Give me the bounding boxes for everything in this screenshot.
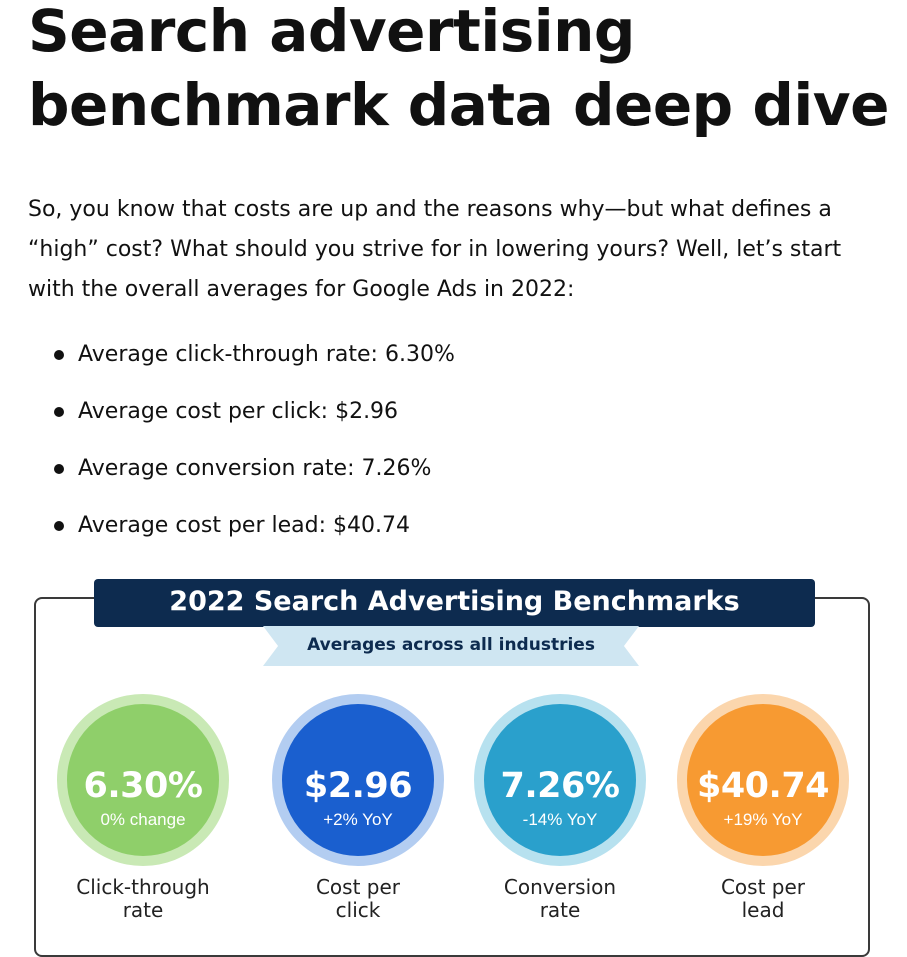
stat-label-line1: Conversion bbox=[503, 875, 617, 899]
list-item-text: Average cost per click: $2.96 bbox=[78, 399, 399, 424]
article-title: Search advertising benchmark data deep d… bbox=[28, 0, 889, 142]
infographic-title: 2022 Search Advertising Benchmarks bbox=[94, 579, 815, 627]
stat-change: 0% change bbox=[100, 810, 186, 829]
article-title-line1: Search advertising bbox=[28, 0, 635, 65]
stat-value: 7.26% bbox=[500, 766, 620, 806]
list-item-text: Average click-through rate: 6.30% bbox=[78, 342, 455, 367]
stat-label-line1: Cost per bbox=[720, 875, 806, 899]
stat-label-cvr: Conversion rate bbox=[450, 876, 670, 922]
stat-circle-cvr: 7.26% -14% YoY bbox=[474, 694, 646, 866]
list-item: Average cost per lead: $40.74 bbox=[28, 504, 455, 561]
stat-label-line2: rate bbox=[539, 898, 581, 922]
bullet-dot-icon bbox=[54, 407, 64, 417]
stat-value: $40.74 bbox=[696, 766, 830, 806]
stat-label-cpl: Cost per lead bbox=[653, 876, 873, 922]
stat-label-ctr: Click-through rate bbox=[33, 876, 253, 922]
stat-value: $2.96 bbox=[303, 766, 413, 806]
stat-label-line2: lead bbox=[741, 898, 785, 922]
list-item-text: Average cost per lead: $40.74 bbox=[78, 513, 410, 538]
bullet-dot-icon bbox=[54, 521, 64, 531]
stat-label-line2: rate bbox=[122, 898, 164, 922]
stat-label-cpc: Cost per click bbox=[248, 876, 468, 922]
stat-change: -14% YoY bbox=[522, 810, 598, 829]
stat-circle-cpl: $40.74 +19% YoY bbox=[677, 694, 849, 866]
bullet-dot-icon bbox=[54, 464, 64, 474]
list-item-text: Average conversion rate: 7.26% bbox=[78, 456, 432, 481]
stat-circle-ctr: 6.30% 0% change bbox=[57, 694, 229, 866]
infographic-subtitle: Averages across all industries bbox=[263, 626, 639, 666]
averages-list: Average click-through rate: 6.30% Averag… bbox=[28, 333, 455, 561]
intro-paragraph: So, you know that costs are up and the r… bbox=[28, 197, 842, 302]
list-item: Average click-through rate: 6.30% bbox=[28, 333, 455, 390]
stat-change: +2% YoY bbox=[323, 810, 393, 829]
stat-label-line2: click bbox=[335, 898, 381, 922]
stat-label-line1: Cost per bbox=[315, 875, 401, 899]
list-item: Average conversion rate: 7.26% bbox=[28, 447, 455, 504]
list-item: Average cost per click: $2.96 bbox=[28, 390, 455, 447]
stat-label-line1: Click-through bbox=[76, 875, 210, 899]
stat-circle-cpc: $2.96 +2% YoY bbox=[272, 694, 444, 866]
bullet-dot-icon bbox=[54, 350, 64, 360]
stat-change: +19% YoY bbox=[723, 810, 803, 829]
article-title-line2: benchmark data deep dive bbox=[28, 71, 889, 139]
stat-value: 6.30% bbox=[83, 766, 203, 806]
